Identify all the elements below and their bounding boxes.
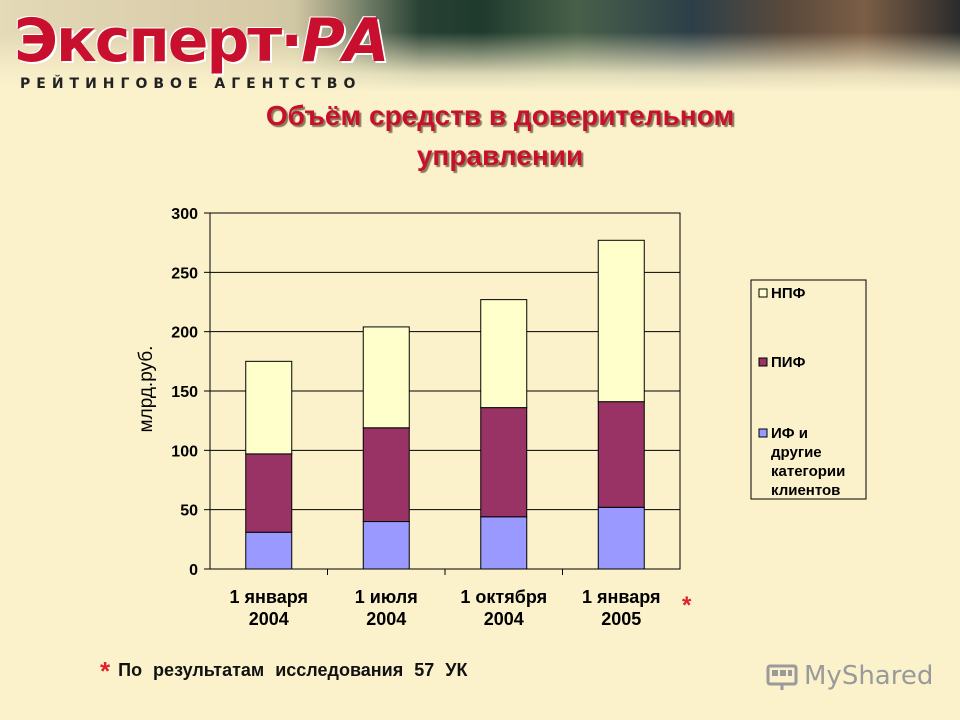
y-tick-label: 300	[171, 206, 198, 223]
annotation-star: *	[682, 592, 692, 619]
logo-subtitle: РЕЙТИНГОВОЕ АГЕНТСТВО	[20, 76, 362, 92]
legend-label: ИФ и	[771, 425, 808, 442]
bar-segment	[362, 521, 410, 570]
y-tick-label: 0	[189, 562, 198, 579]
bar-segment	[480, 516, 528, 570]
legend-label: НПФ	[771, 285, 806, 302]
x-tick-label: 2004	[249, 609, 289, 629]
watermark-text: MyShared	[804, 661, 934, 691]
x-tick-label: 2004	[366, 609, 406, 629]
slide-title: Объём средств в доверительном управлении	[160, 96, 840, 176]
footnote-star: *	[100, 656, 111, 686]
footnote: * По результатам исследования 57 УК	[100, 656, 467, 687]
bar-segment	[362, 427, 410, 523]
legend-label: клиентов	[771, 482, 840, 499]
y-tick-label: 200	[171, 325, 198, 342]
x-tick-label: 1 июля	[355, 587, 418, 607]
legend-label: другие	[771, 444, 822, 461]
legend-swatch	[758, 288, 768, 298]
y-tick-label: 100	[171, 443, 198, 460]
bar-segment	[362, 326, 410, 429]
bar-segment	[245, 531, 293, 570]
x-tick-label: 1 января	[230, 587, 309, 607]
logo: Эксперт·РА РЕЙТИНГОВОЕ АГЕНТСТВО	[14, 6, 394, 102]
slide-title-line-2: управлении	[416, 140, 584, 171]
bar-segment	[597, 401, 645, 508]
bar-segment	[480, 299, 528, 409]
y-tick-label: 50	[180, 503, 198, 520]
bar-segment	[597, 239, 645, 403]
x-tick-label: 1 января	[582, 587, 661, 607]
slide-title-line-1: Объём средств в доверительном	[265, 100, 735, 131]
watermark: MyShared	[766, 656, 936, 696]
x-tick-label: 2004	[484, 609, 524, 629]
legend-swatch	[758, 428, 768, 438]
legend-layer: НПФ ПИФ ИФ и другие категории клиентов	[750, 279, 867, 500]
bar-segment	[245, 360, 293, 455]
x-tick-label: 1 октября	[460, 587, 547, 607]
bar-segment	[245, 453, 293, 533]
legend-swatch	[758, 357, 768, 367]
legend-label: ПИФ	[771, 354, 806, 371]
bar-segment	[597, 506, 645, 570]
y-tick-label: 250	[171, 265, 198, 282]
x-tick-label: 2005	[601, 609, 641, 629]
bars-layer	[245, 239, 645, 570]
y-axis-label: млрд.руб.	[136, 346, 157, 433]
y-tick-label: 150	[171, 384, 198, 401]
footnote-text: По результатам исследования 57 УК	[118, 660, 468, 680]
legend-label: категории	[771, 463, 845, 480]
logo-wordmark: Эксперт·РА	[14, 6, 389, 76]
header-fade	[0, 0, 420, 110]
legend-box	[750, 279, 867, 500]
presentation-icon	[766, 664, 798, 690]
bar-segment	[480, 407, 528, 518]
